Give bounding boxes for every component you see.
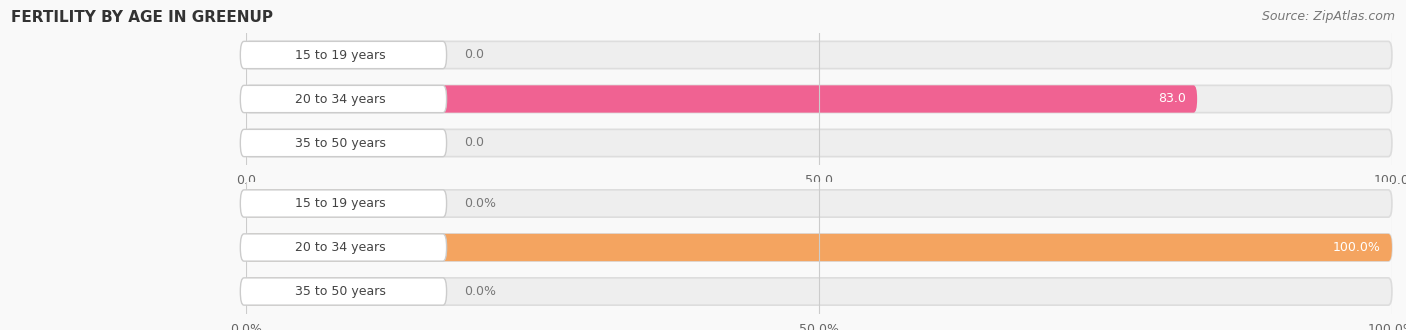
Text: 15 to 19 years: 15 to 19 years	[295, 197, 385, 210]
FancyBboxPatch shape	[240, 278, 447, 305]
Text: 20 to 34 years: 20 to 34 years	[295, 241, 385, 254]
FancyBboxPatch shape	[246, 41, 1392, 69]
Text: FERTILITY BY AGE IN GREENUP: FERTILITY BY AGE IN GREENUP	[11, 10, 273, 25]
FancyBboxPatch shape	[246, 129, 1392, 157]
Text: Source: ZipAtlas.com: Source: ZipAtlas.com	[1261, 10, 1395, 23]
FancyBboxPatch shape	[246, 85, 1392, 113]
Text: 35 to 50 years: 35 to 50 years	[295, 137, 387, 149]
FancyBboxPatch shape	[246, 278, 356, 305]
FancyBboxPatch shape	[246, 129, 356, 157]
FancyBboxPatch shape	[246, 278, 1392, 305]
Text: 20 to 34 years: 20 to 34 years	[295, 92, 385, 106]
FancyBboxPatch shape	[240, 85, 447, 113]
FancyBboxPatch shape	[240, 129, 447, 157]
FancyBboxPatch shape	[240, 41, 447, 69]
Text: 0.0: 0.0	[464, 137, 484, 149]
FancyBboxPatch shape	[246, 190, 1392, 217]
FancyBboxPatch shape	[246, 41, 356, 69]
Text: 35 to 50 years: 35 to 50 years	[295, 285, 387, 298]
Text: 0.0: 0.0	[464, 49, 484, 61]
Text: 100.0%: 100.0%	[1333, 241, 1381, 254]
FancyBboxPatch shape	[246, 234, 1392, 261]
FancyBboxPatch shape	[246, 234, 1392, 261]
Text: 83.0: 83.0	[1157, 92, 1185, 106]
Text: 0.0%: 0.0%	[464, 197, 496, 210]
FancyBboxPatch shape	[246, 190, 356, 217]
FancyBboxPatch shape	[246, 85, 1197, 113]
Text: 15 to 19 years: 15 to 19 years	[295, 49, 385, 61]
Text: 0.0%: 0.0%	[464, 285, 496, 298]
FancyBboxPatch shape	[240, 234, 447, 261]
FancyBboxPatch shape	[240, 190, 447, 217]
